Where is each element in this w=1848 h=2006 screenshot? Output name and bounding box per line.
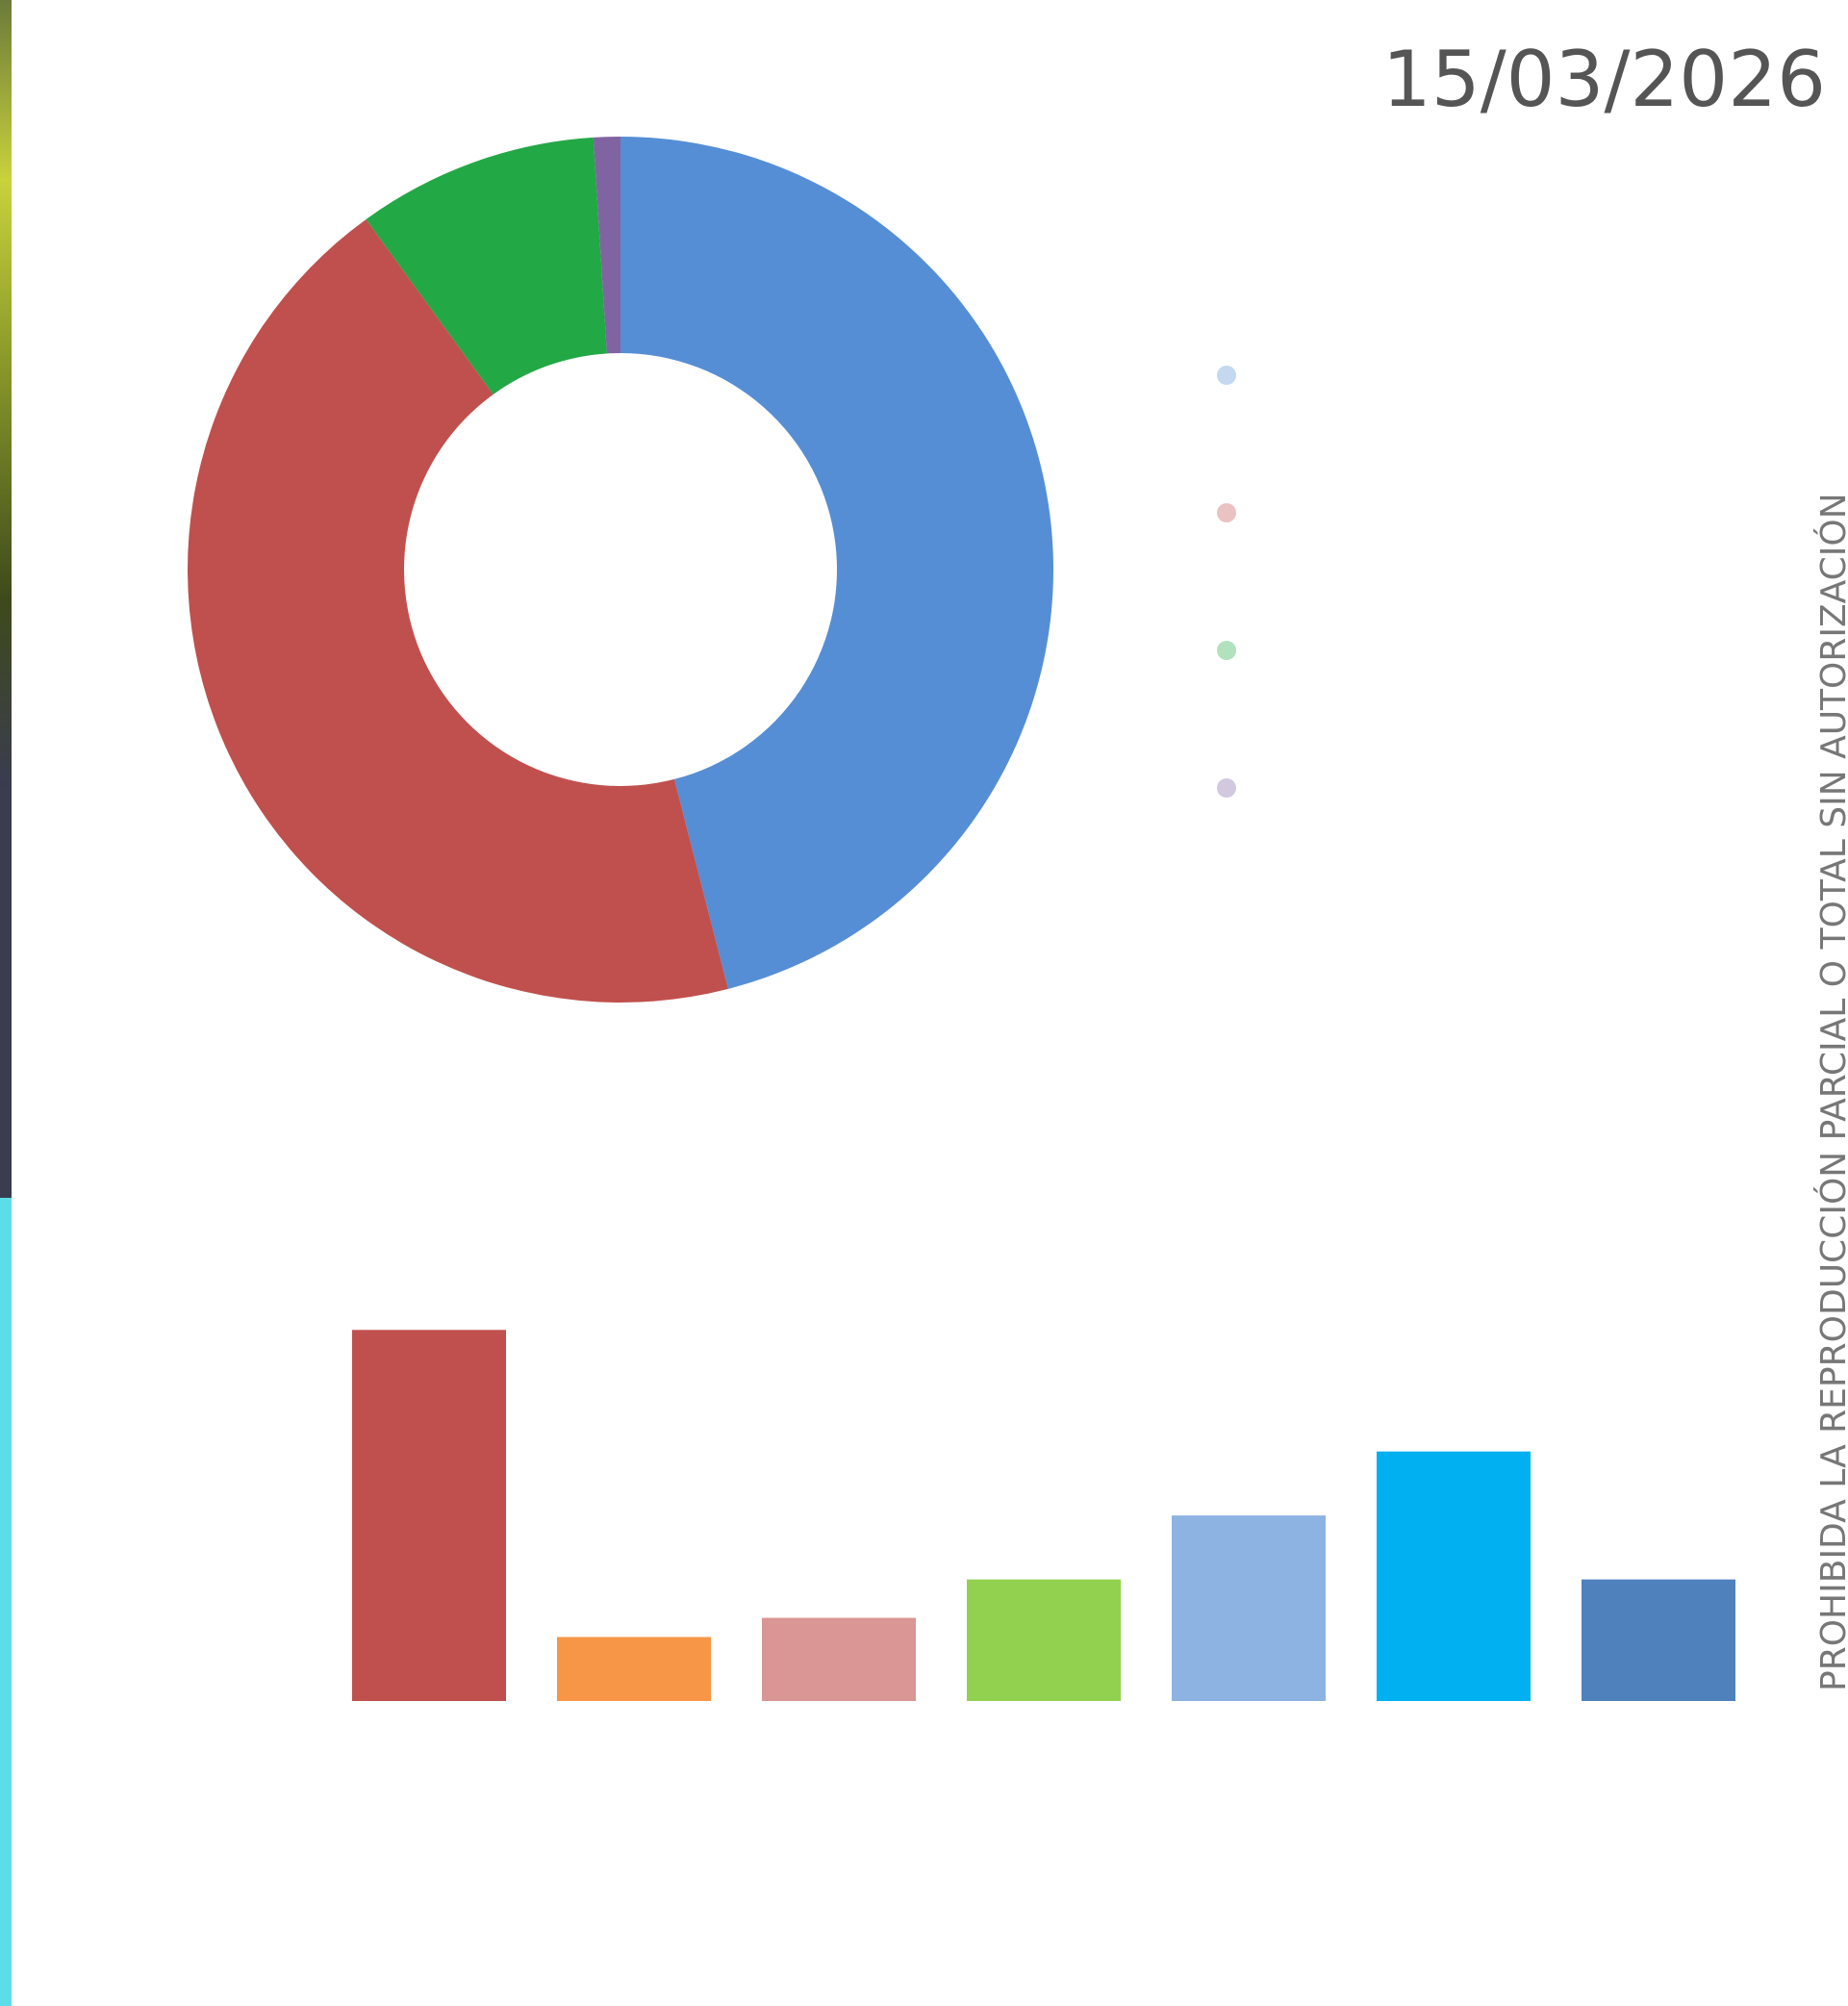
legend-marker xyxy=(1217,641,1236,660)
bar xyxy=(1377,1451,1531,1701)
watermark: PROHIBIDA LA REPRODUCCIÓN PARCIAL O TOTA… xyxy=(1813,493,1848,1691)
bar xyxy=(762,1617,916,1701)
bar-chart xyxy=(352,1330,1735,1701)
legend-marker xyxy=(1217,503,1236,522)
donut-slice xyxy=(188,218,728,1003)
donut-slice xyxy=(593,137,620,354)
bar xyxy=(557,1637,711,1701)
donut-slice xyxy=(366,137,607,394)
donut-chart xyxy=(188,137,1053,1003)
side-strip xyxy=(0,0,12,1198)
bar xyxy=(967,1579,1121,1701)
date: 15/03/2026 xyxy=(1382,35,1826,124)
bar xyxy=(1582,1579,1735,1701)
side-strip xyxy=(0,1198,12,2006)
legend-marker xyxy=(1217,778,1236,798)
legend xyxy=(1217,366,1236,798)
legend-marker xyxy=(1217,366,1236,385)
donut-slice xyxy=(620,137,1053,989)
bar xyxy=(1172,1515,1326,1701)
bar xyxy=(352,1330,506,1701)
